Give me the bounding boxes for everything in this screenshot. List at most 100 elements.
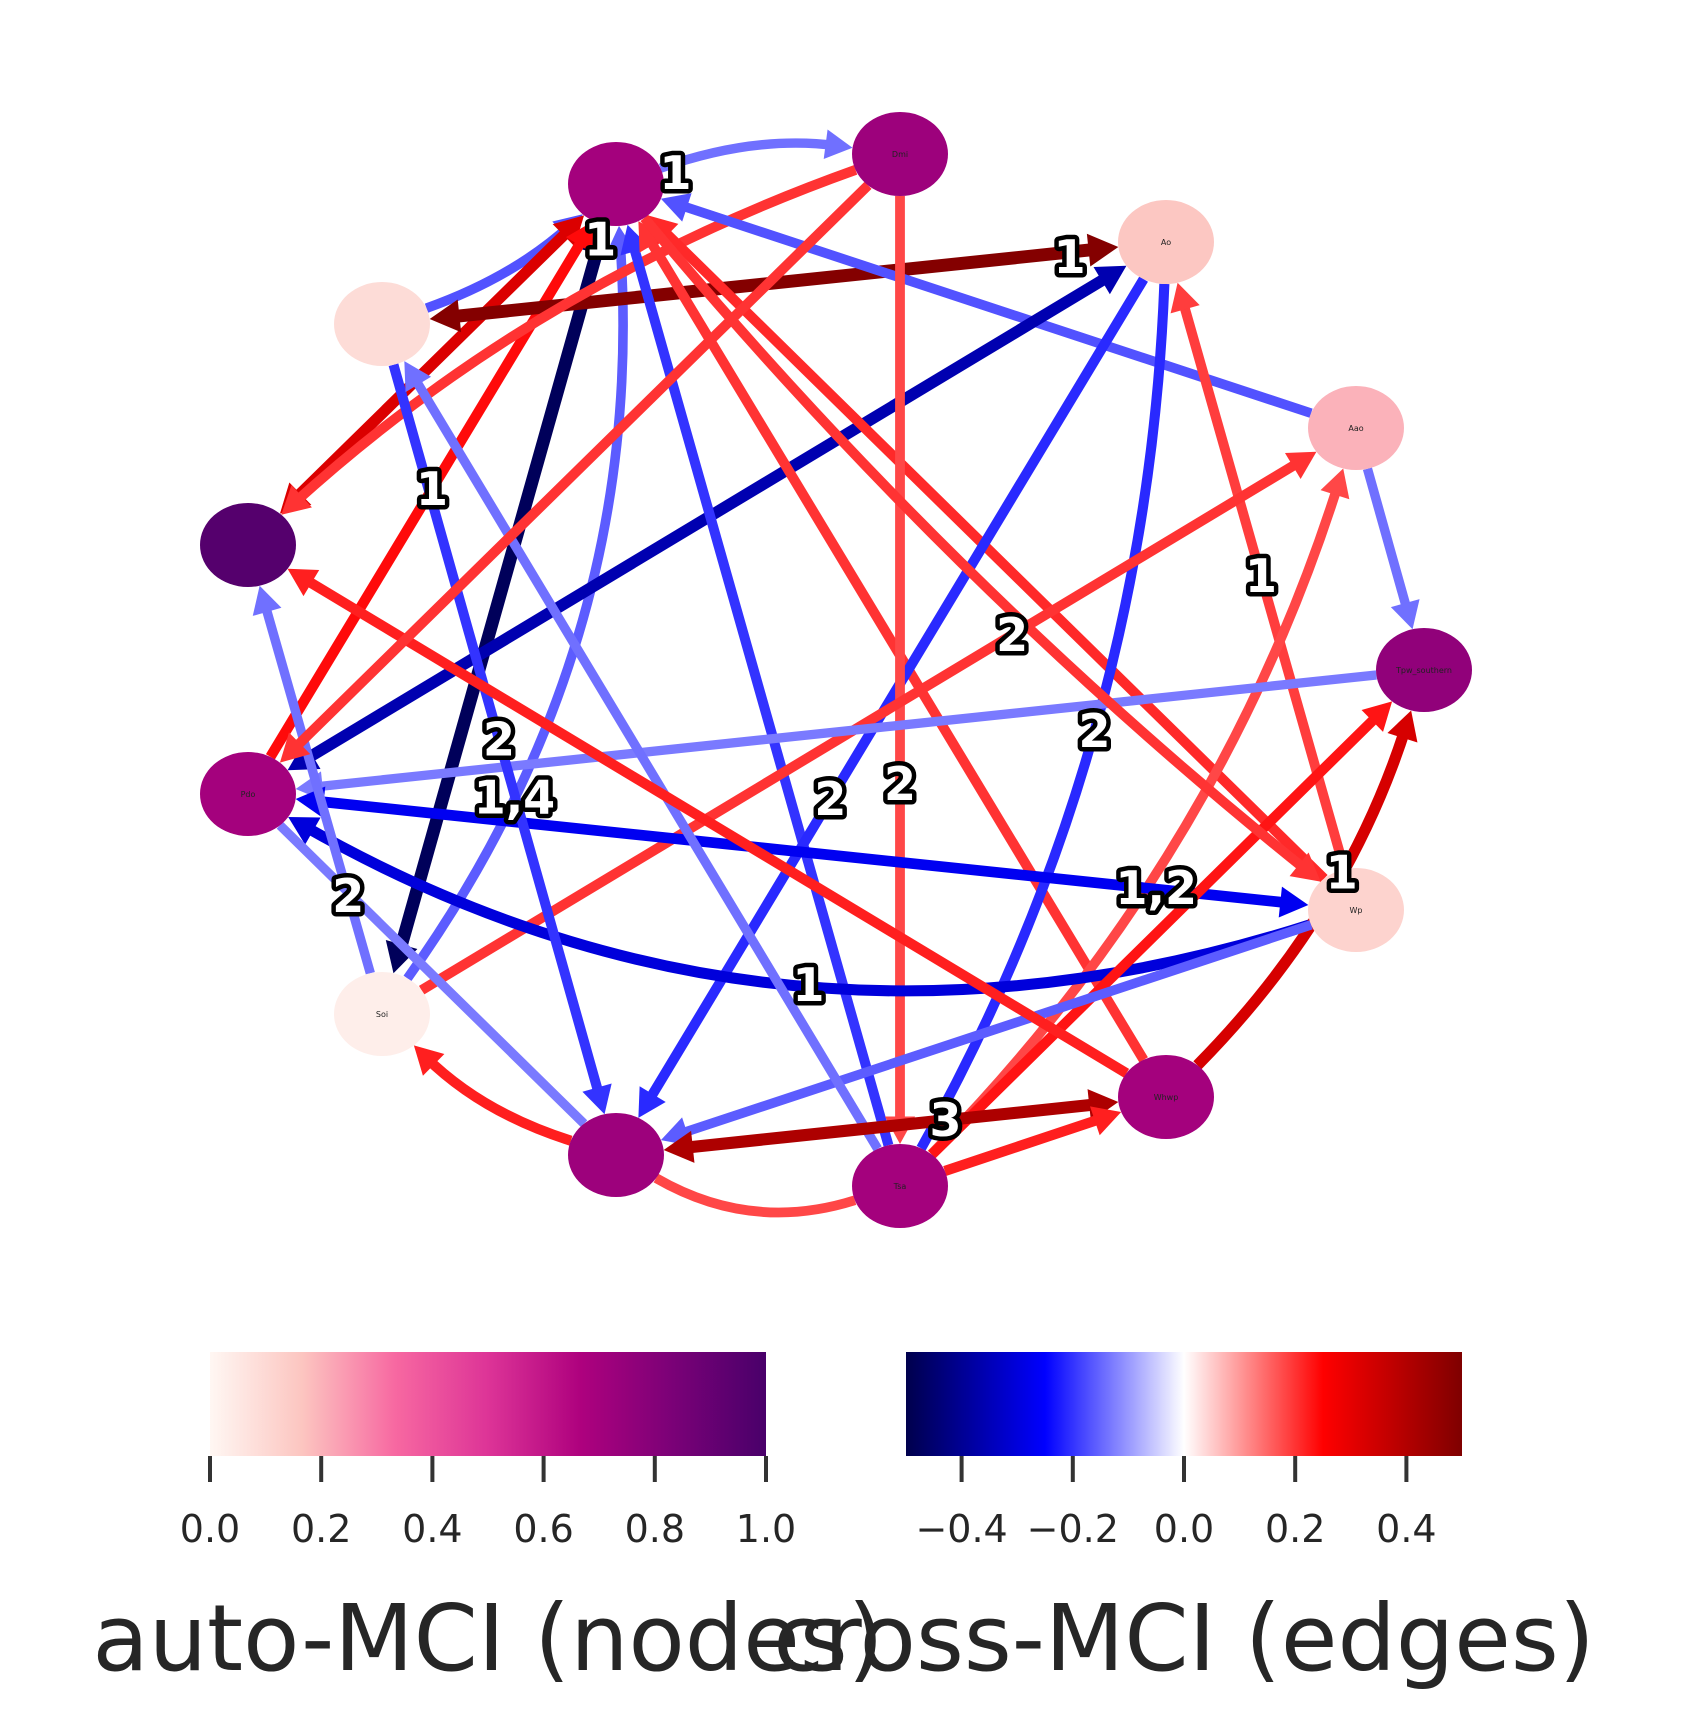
- edge-lag-label: 2: [332, 869, 364, 923]
- edges-layer: [252, 129, 1420, 1218]
- node-Wp: Wp: [1308, 868, 1404, 952]
- node-Soi: Soi: [334, 972, 430, 1056]
- edge-arrowhead: [281, 484, 312, 515]
- edge-lag-label: 2: [1078, 704, 1110, 758]
- edge-line: [311, 795, 1293, 909]
- edge-n1-Wp: [640, 214, 1321, 882]
- edge-arrowhead: [1278, 886, 1309, 918]
- edge-Tsa-n3: [404, 361, 882, 1152]
- edge-line: [656, 223, 1328, 883]
- colorbar-tick-label: 0.6: [513, 1507, 573, 1551]
- edge-n11-Pdo: [276, 822, 588, 1127]
- edge-line: [311, 670, 1377, 792]
- colorbar-tick-label: 0.0: [180, 1507, 240, 1551]
- edge-arrowhead: [1289, 852, 1321, 882]
- edge-lag-label: 2: [884, 757, 916, 811]
- colorbar-cross-mci-gradient: [906, 1352, 1462, 1456]
- node-Ao: Ao: [1118, 200, 1214, 284]
- edge-lag-label: 1: [1245, 549, 1277, 603]
- edge-line: [392, 240, 606, 958]
- colorbar-cross-mci: −0.4 −0.2 0.0 0.2 0.4 cross-MCI (edges): [773, 1352, 1595, 1692]
- edge-n11-Soi: [413, 1045, 573, 1146]
- edge-line: [290, 165, 858, 508]
- node-Aao: Aao: [1308, 386, 1404, 470]
- edge-Aao-n1: [660, 193, 1313, 418]
- node-ellipse: [200, 503, 296, 587]
- edge-line: [658, 138, 838, 173]
- colorbar-tick-label: 0.2: [1265, 1507, 1325, 1551]
- edge-line: [288, 181, 872, 755]
- node-n5: [200, 503, 296, 587]
- node-label: Dmi: [892, 150, 908, 159]
- edge-line: [680, 1097, 1102, 1155]
- edge-lag-label: 1,2: [1116, 861, 1198, 915]
- edge-arrowhead: [252, 585, 282, 616]
- edge-Tsa-Tpw_southern: [928, 701, 1393, 1159]
- edge-line: [388, 363, 605, 1100]
- node-label: Ao: [1161, 238, 1171, 247]
- node-n1: [568, 142, 664, 226]
- node-Whwp: Whwp: [1118, 1055, 1214, 1139]
- node-n11: [568, 1113, 664, 1197]
- edge-Tsa-Aao: [927, 468, 1350, 1158]
- node-ellipse: [1308, 868, 1404, 952]
- edge-line: [674, 199, 1313, 418]
- edge-Wp-Pdo: [288, 816, 1313, 997]
- edge-arrowhead: [582, 1083, 612, 1115]
- node-label: Wp: [1350, 906, 1363, 915]
- colorbar-auto-mci-gradient: [210, 1352, 766, 1456]
- edge-n3-n11: [388, 363, 612, 1115]
- node-label: Tpw_southern: [1395, 666, 1452, 675]
- edge-arrowhead: [566, 221, 594, 253]
- edge-n11-Tsa: [653, 1173, 857, 1218]
- node-ellipse: [334, 282, 430, 366]
- colorbar-tick-label: 0.4: [1376, 1507, 1436, 1551]
- nodes-layer: Dmi Ao Aao Tpw_southern Pdo Wp Soi Whwp Tsa: [200, 112, 1472, 1228]
- edge-arrowhead: [288, 816, 321, 845]
- node-n3: [334, 282, 430, 366]
- edge-Dmi-Pdo: [279, 181, 872, 763]
- node-label: Aao: [1348, 424, 1363, 433]
- colorbar-tick-label: −0.4: [915, 1507, 1007, 1551]
- node-ellipse: [568, 1113, 664, 1197]
- edge-line: [627, 239, 894, 1147]
- edge-line: [276, 822, 588, 1127]
- colorbar-cross-mci-ticks: −0.4 −0.2 0.0 0.2 0.4: [915, 1456, 1437, 1551]
- edge-arrowhead: [1387, 710, 1418, 743]
- colorbar-tick-label: 0.0: [1154, 1507, 1214, 1551]
- edge-line: [674, 920, 1313, 1140]
- node-Pdo: Pdo: [200, 752, 296, 836]
- edge-arrowhead: [1390, 599, 1420, 630]
- edge-lag-label: 1: [584, 213, 616, 267]
- node-label: Tsa: [893, 1182, 907, 1191]
- colorbar-tick-label: 0.4: [402, 1507, 462, 1551]
- edge-arrowhead: [287, 568, 320, 597]
- node-ellipse: [334, 972, 430, 1056]
- edge-arrowhead: [1089, 1106, 1122, 1136]
- colorbar-tick-label: 0.2: [291, 1507, 351, 1551]
- edge-lag-label: 3: [930, 1093, 962, 1147]
- edge-Tsa-n1: [620, 224, 894, 1147]
- edge-arrowhead: [1361, 701, 1393, 732]
- edge-arrowhead: [413, 1045, 445, 1076]
- edge-line: [259, 600, 375, 975]
- node-Tpw_southern: Tpw_southern: [1376, 628, 1472, 712]
- colorbar-tick-label: 1.0: [736, 1507, 796, 1551]
- edge-lag-label: 1: [1326, 845, 1358, 899]
- edge-line: [403, 241, 628, 982]
- edge-line: [642, 232, 1148, 1063]
- node-label: Whwp: [1154, 1093, 1179, 1102]
- edge-lag-label: 2: [483, 713, 515, 767]
- node-ellipse: [200, 752, 296, 836]
- edge-lag-label: 1: [660, 146, 692, 200]
- edge-arrowhead: [638, 221, 666, 253]
- node-ellipse: [852, 112, 948, 196]
- edge-line: [288, 223, 576, 506]
- colorbar-cross-mci-title: cross-MCI (edges): [773, 1585, 1594, 1692]
- edge-arrowhead: [660, 193, 692, 222]
- edge-line: [943, 1112, 1107, 1176]
- edge-line: [1362, 467, 1413, 615]
- edge-arrowhead: [1284, 451, 1317, 480]
- node-ellipse: [1118, 200, 1214, 284]
